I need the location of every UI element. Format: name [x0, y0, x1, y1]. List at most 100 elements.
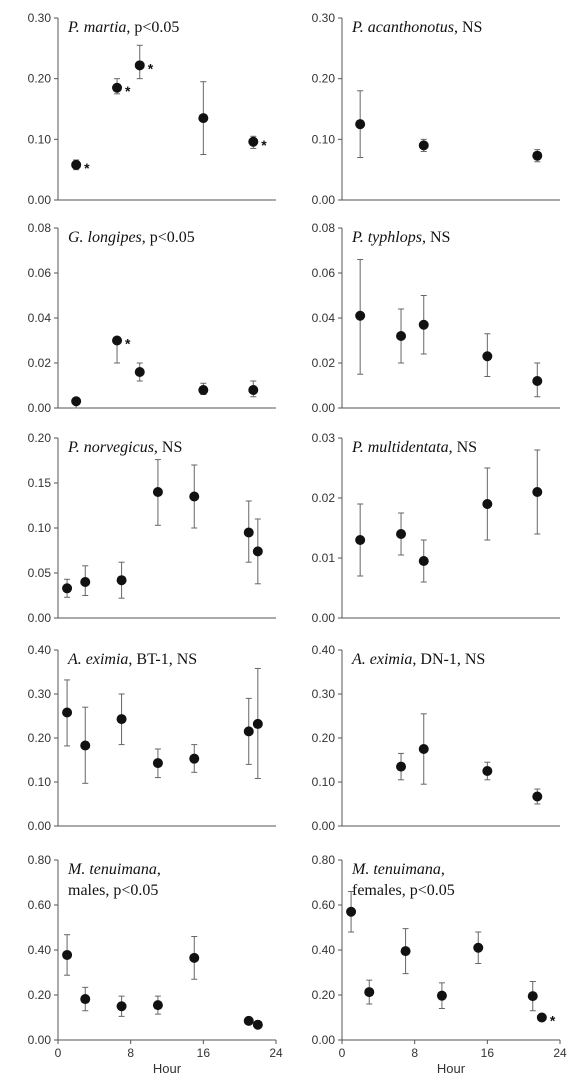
data-point	[418, 556, 429, 566]
y-tick-label: 0.02	[312, 356, 336, 370]
panel-8: 0.00 0.10 0.20 0.30 0.40 A. eximia, DN-1, NS	[312, 643, 560, 833]
data-point	[189, 753, 200, 764]
y-tick-label: 0.30	[312, 11, 336, 25]
data-point	[400, 946, 411, 957]
y-tick-label: 0.05	[28, 566, 52, 580]
y-tick-label: 0.00	[28, 1033, 52, 1047]
y-tick-label: 0.10	[28, 775, 52, 789]
panel-title: P. norvegicus, NS	[67, 439, 182, 456]
data-point	[482, 351, 493, 362]
data-point	[364, 987, 375, 998]
data-point	[80, 577, 91, 587]
data-point	[62, 707, 73, 718]
y-tick-label: 0.20	[312, 988, 336, 1002]
panel-title-line2: males, p<0.05	[68, 882, 158, 899]
data-point	[532, 376, 543, 386]
panel-title-line2: females, p<0.05	[352, 882, 455, 899]
y-tick-label: 0.40	[312, 643, 336, 657]
x-tick-label: 0	[55, 1046, 62, 1060]
panel-title-note: , DN-1, NS	[412, 651, 485, 668]
panel-title: M. tenuimana,	[351, 861, 445, 878]
panel-title: P. martia, p<0.05	[67, 19, 179, 36]
panel-1: 0.00 0.10 0.20 0.30 P. martia, p<0.05 * * * *	[28, 11, 276, 207]
significance-star: *	[84, 160, 90, 176]
y-tick-label: 0.30	[312, 687, 336, 701]
y-tick-label: 0.40	[28, 643, 52, 657]
x-tick-label: 0	[339, 1046, 346, 1060]
panel-title-note: , p<0.05	[126, 19, 179, 36]
panel-2: 0.00 0.10 0.20 0.30 P. acanthonotus, NS	[312, 11, 560, 207]
data-point	[418, 319, 429, 330]
y-tick-label: 0.10	[28, 132, 52, 146]
panel-title-species: M. tenuimana	[351, 861, 441, 878]
data-point	[473, 942, 484, 953]
panel-4: 0.00 0.02 0.04 0.06 0.08 P. typhlops, NS	[312, 221, 560, 415]
panel-title-species: P. martia	[67, 19, 126, 36]
panel-5: 0.00 0.05 0.10 0.15 0.20 P. norvegicus, NS	[28, 431, 276, 625]
y-tick-label: 0.01	[312, 551, 336, 565]
panel-title: P. typhlops, NS	[351, 229, 450, 246]
panel-title: P. multidentata, NS	[351, 439, 477, 456]
data-point	[62, 583, 73, 594]
data-point	[198, 385, 209, 395]
x-tick-label: 24	[553, 1046, 567, 1060]
y-tick-label: 0.06	[28, 266, 52, 280]
panel-title-species: M. tenuimana	[67, 861, 157, 878]
y-tick-label: 0.00	[28, 611, 52, 625]
data-point	[189, 952, 200, 963]
significance-star: *	[261, 137, 267, 153]
y-tick-label: 0.10	[28, 521, 52, 535]
data-point	[346, 906, 357, 917]
x-tick-label: 8	[411, 1046, 418, 1060]
data-point	[71, 159, 82, 170]
panel-title-note: , NS	[422, 229, 450, 246]
data-point	[355, 535, 366, 545]
y-tick-label: 0.80	[28, 853, 52, 867]
y-tick-label: 0.00	[28, 193, 52, 207]
significance-star: *	[148, 60, 154, 76]
panel-title-species: A. eximia	[67, 651, 128, 668]
data-point	[396, 529, 407, 539]
panel-title-note: , BT-1, NS	[128, 651, 197, 668]
y-tick-label: 0.60	[28, 898, 52, 912]
panel-title-species: G. longipes	[68, 229, 142, 246]
y-tick-label: 0.00	[312, 611, 336, 625]
data-point	[134, 60, 145, 71]
data-point	[396, 761, 407, 772]
y-tick-label: 0.10	[312, 132, 336, 146]
y-tick-label: 0.80	[312, 853, 336, 867]
y-tick-label: 0.02	[28, 356, 52, 370]
panel-title: A. eximia, DN-1, NS	[351, 651, 485, 668]
x-tick-label: 16	[481, 1046, 495, 1060]
y-tick-label: 0.08	[312, 221, 336, 235]
data-point	[152, 487, 163, 497]
data-point	[152, 758, 163, 769]
data-point	[80, 994, 91, 1005]
data-point	[243, 1015, 254, 1026]
y-tick-label: 0.20	[312, 731, 336, 745]
panel-title: G. longipes, p<0.05	[68, 229, 195, 246]
panel-title-note: , NS	[449, 439, 477, 456]
y-tick-label: 0.20	[28, 731, 52, 745]
y-tick-label: 0.00	[312, 819, 336, 833]
data-point	[355, 310, 366, 321]
data-point	[396, 331, 407, 341]
panel-title-species: P. typhlops	[351, 229, 422, 246]
y-tick-label: 0.02	[312, 491, 336, 505]
significance-star: *	[550, 1013, 556, 1029]
significance-star: *	[125, 83, 131, 99]
panel-title: M. tenuimana,	[67, 861, 161, 878]
data-point	[536, 1012, 547, 1023]
x-axis-label: Hour	[437, 1061, 466, 1076]
y-tick-label: 0.04	[28, 311, 52, 325]
y-tick-label: 0.20	[312, 72, 336, 86]
data-point	[532, 150, 543, 161]
data-point	[112, 335, 123, 346]
data-point	[189, 491, 200, 502]
y-tick-label: 0.03	[312, 431, 336, 445]
data-point	[482, 766, 493, 776]
y-tick-label: 0.20	[28, 988, 52, 1002]
data-point	[198, 113, 209, 124]
panel-title-note: , p<0.05	[142, 229, 195, 246]
